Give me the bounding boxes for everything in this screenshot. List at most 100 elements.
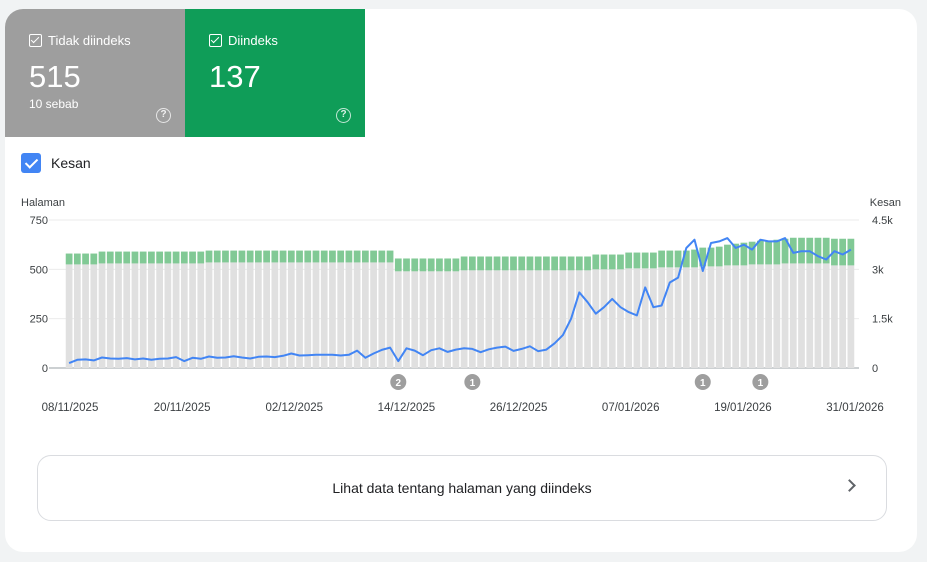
bar-indexed [452, 258, 460, 272]
bar-not-indexed [386, 262, 394, 368]
bar-indexed [740, 242, 748, 266]
bar-not-indexed [361, 262, 369, 368]
bar-not-indexed [789, 263, 797, 368]
not-indexed-label: Tidak diindeks [48, 33, 131, 48]
bar-indexed [485, 256, 493, 271]
bar-not-indexed [238, 262, 246, 368]
bar-indexed [255, 250, 262, 263]
bar-not-indexed [806, 263, 814, 368]
bar-not-indexed [287, 262, 295, 368]
bar-not-indexed [666, 267, 674, 368]
bar-indexed [370, 250, 377, 263]
bar-not-indexed [106, 263, 114, 368]
bar-not-indexed [650, 268, 657, 368]
indexed-label: Diindeks [228, 33, 278, 48]
bar-indexed [534, 256, 542, 271]
view-indexed-pages-link[interactable]: Lihat data tentang halaman yang diindeks [37, 455, 887, 521]
bar-indexed [197, 251, 205, 264]
bar-not-indexed [732, 265, 740, 368]
bar-not-indexed [222, 262, 229, 368]
not-indexed-tile[interactable]: Tidak diindeks 515 10 sebab ? [5, 9, 185, 137]
bar-not-indexed [625, 268, 633, 368]
bar-indexed [674, 250, 682, 268]
impressions-toggle[interactable]: Kesan [21, 153, 91, 173]
bar-not-indexed [641, 268, 649, 368]
indexed-header: Diindeks [209, 33, 278, 48]
bar-not-indexed [584, 270, 591, 368]
bar-indexed [123, 251, 131, 264]
bar-indexed [814, 237, 822, 264]
bar-indexed [82, 253, 89, 265]
bar-not-indexed [765, 264, 772, 368]
bar-indexed [148, 251, 155, 264]
bar-indexed [633, 252, 641, 269]
bar-not-indexed [575, 270, 583, 368]
bar-not-indexed [468, 270, 476, 368]
bar-indexed [658, 250, 665, 268]
bar-indexed [189, 251, 196, 264]
help-icon[interactable]: ? [156, 108, 171, 123]
bar-indexed [115, 251, 122, 264]
bar-not-indexed [674, 267, 682, 368]
bar-not-indexed [691, 267, 698, 368]
indexed-tile[interactable]: Diindeks 137 ? [185, 9, 365, 137]
bar-indexed [682, 250, 690, 268]
bar-indexed [296, 250, 303, 263]
x-axis-tick: 20/11/2025 [154, 402, 211, 414]
bar-not-indexed [329, 262, 336, 368]
indexing-chart: 750 4.5k 500 3k 250 1.5k 0 0 2 1 1 1 08/11/2025 20/11… [30, 215, 894, 414]
bar-indexed [164, 251, 172, 264]
left-axis-tick: 500 [30, 264, 48, 276]
help-icon[interactable]: ? [336, 108, 351, 123]
bar-not-indexed [847, 265, 855, 368]
checkbox-checked-icon[interactable] [29, 34, 42, 47]
bar-not-indexed [419, 271, 427, 368]
bar-not-indexed [608, 269, 616, 368]
bar-not-indexed [255, 262, 262, 368]
bar-not-indexed [452, 271, 460, 368]
bar-indexed [559, 256, 567, 271]
bar-indexed [230, 250, 238, 263]
bar-indexed [543, 256, 550, 271]
bar-not-indexed [477, 270, 484, 368]
annotation-label: 1 [470, 378, 476, 389]
bar-indexed [90, 253, 98, 265]
bar-not-indexed [773, 264, 781, 368]
bar-indexed [444, 258, 452, 272]
bar-indexed [650, 252, 657, 269]
annotation-marker [464, 374, 481, 390]
bar-indexed [287, 250, 295, 263]
bar-not-indexed [353, 262, 361, 368]
checkbox-checked-icon[interactable] [209, 34, 222, 47]
bar-not-indexed [394, 271, 402, 368]
bar-not-indexed [485, 270, 493, 368]
bar-not-indexed [246, 262, 254, 368]
checkbox-checked-icon[interactable] [21, 153, 41, 173]
bar-indexed [320, 250, 328, 263]
bar-not-indexed [518, 270, 526, 368]
left-axis-tick: 750 [30, 215, 48, 227]
bar-indexed [73, 253, 81, 265]
bar-indexed [345, 250, 353, 263]
bar-not-indexed [551, 270, 559, 368]
bar-indexed [427, 258, 435, 272]
bar-not-indexed [798, 263, 805, 368]
bar-indexed [131, 251, 139, 264]
bar-not-indexed [312, 262, 320, 368]
bar-indexed [518, 256, 526, 271]
bar-indexed [551, 256, 559, 271]
x-axis-tick: 02/12/2025 [266, 402, 324, 414]
bar-not-indexed [213, 262, 221, 368]
bar-not-indexed [164, 263, 172, 368]
bar-not-indexed [724, 265, 731, 368]
bar-indexed [608, 254, 616, 270]
annotation-label: 1 [700, 378, 706, 389]
bar-not-indexed [460, 270, 468, 368]
bar-not-indexed [65, 264, 73, 368]
x-axis-tick: 31/01/2026 [826, 402, 884, 414]
bar-not-indexed [510, 270, 517, 368]
bar-not-indexed [559, 270, 567, 368]
left-axis-tick: 0 [42, 363, 48, 375]
bar-indexed [789, 237, 797, 264]
bar-indexed [707, 247, 715, 267]
